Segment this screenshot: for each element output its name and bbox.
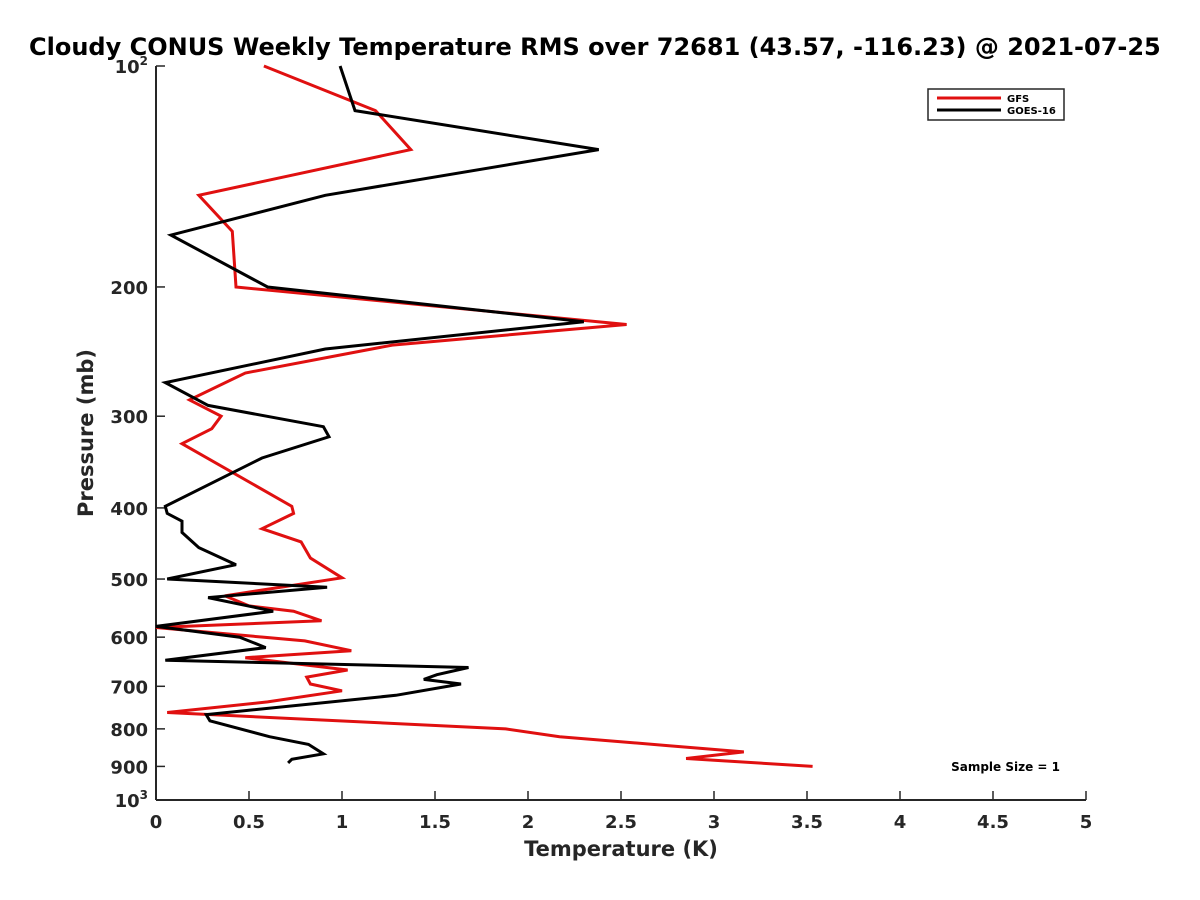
series-lines [155, 64, 813, 768]
y-axis-label: Pressure (mb) [74, 349, 98, 517]
y-tick-base: 10 [115, 57, 140, 78]
y-tick-label: 900 [110, 757, 148, 778]
x-ticks: 0 0.5 1 1.5 2 2.5 3 3.5 4 4.5 5 [150, 791, 1093, 833]
x-tick-label: 2 [522, 812, 535, 833]
y-tick-exponent: 3 [140, 788, 148, 802]
x-tick-label: 3.5 [791, 812, 823, 833]
y-tick-label: 200 [110, 278, 148, 299]
y-tick-label: 600 [110, 628, 148, 649]
x-axis-label: Temperature (K) [524, 837, 718, 861]
x-tick-label: 4 [894, 812, 907, 833]
y-tick-label: 300 [110, 407, 148, 428]
x-tick-label: 4.5 [977, 812, 1009, 833]
x-tick-label: 3 [708, 812, 721, 833]
legend-label: GOES-16 [1007, 106, 1056, 117]
plot-axes [155, 66, 1086, 801]
y-tick-base: 10 [115, 791, 140, 812]
x-tick-label: 2.5 [605, 812, 637, 833]
x-tick-label: 1 [336, 812, 349, 833]
legend-box [927, 88, 1065, 121]
x-tick-label: 5 [1080, 812, 1093, 833]
x-tick-label: 0.5 [233, 812, 265, 833]
sample-size-annotation: Sample Size = 1 [951, 760, 1060, 774]
y-tick-label: 102 [115, 54, 148, 78]
legend-label: GFS [1007, 94, 1029, 105]
chart-title: Cloudy CONUS Weekly Temperature RMS over… [29, 33, 1161, 61]
y-tick-label: 500 [110, 570, 148, 591]
x-tick-label: 1.5 [419, 812, 451, 833]
y-tick-label: 103 [115, 788, 148, 812]
x-tick-label: 0 [150, 812, 163, 833]
y-tick-label: 400 [110, 499, 148, 520]
series-line-goes-16 [155, 65, 599, 764]
y-tick-label: 700 [110, 677, 148, 698]
y-tick-exponent: 2 [140, 54, 148, 68]
y-tick-label: 800 [110, 720, 148, 741]
